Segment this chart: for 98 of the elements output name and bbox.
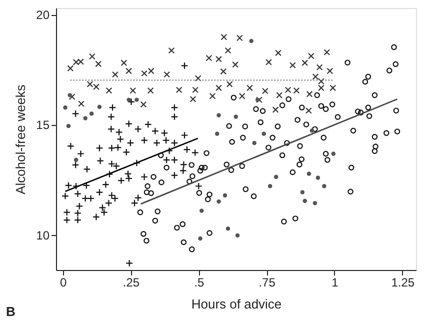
point [316,176,320,180]
point [256,96,262,104]
x-tick-label: .75 [258,276,276,290]
y-tick-label: 15 [36,118,50,132]
point [148,68,154,74]
point [68,94,76,100]
x-tick-label: .5 [194,276,204,290]
point [308,52,314,60]
point [289,62,296,68]
point [141,70,148,77]
point [209,92,216,100]
point [200,208,204,213]
point [305,107,312,114]
point [262,88,268,94]
point [268,184,272,188]
point [312,73,319,80]
point [262,132,266,136]
point [68,93,72,98]
point [216,56,222,62]
point [97,104,102,109]
point [302,198,307,203]
point [106,87,112,94]
point [198,236,202,241]
point [194,75,202,82]
point [226,80,233,88]
point [72,58,80,66]
point [89,112,94,116]
point [236,34,243,42]
point [324,49,330,56]
point [192,86,199,94]
point [220,34,228,40]
point [176,86,182,94]
point [235,233,240,238]
point [222,193,228,198]
point [78,58,84,65]
point [322,184,326,188]
point [216,113,221,118]
point [249,38,254,44]
point [74,158,78,162]
point [88,53,96,60]
x-tick-label: 0 [60,276,67,290]
y-axis-title: Alcohol-free weeks [13,84,28,194]
y-tick-label: 10 [36,228,50,242]
point [293,87,300,94]
point [63,105,68,110]
text: B [6,304,16,319]
point [246,84,253,92]
point [330,84,336,92]
point [306,172,312,176]
point [310,128,314,133]
point [78,100,84,107]
point [134,98,139,102]
point [206,54,212,62]
point [66,124,71,128]
point [275,50,282,56]
point [120,60,128,66]
point [326,68,334,74]
point [216,84,222,92]
point [232,61,239,68]
point [306,90,313,98]
point [312,200,318,206]
point [255,98,260,102]
point [224,47,232,54]
point [126,98,131,102]
point [126,68,132,74]
x-tick-label: 1 [332,276,339,290]
point [331,152,336,156]
point [214,132,220,136]
x-axis-title: Hours of advice [191,296,282,312]
point [234,114,238,119]
point [190,96,196,102]
point [300,190,305,194]
point [252,140,256,146]
point [168,47,175,54]
point [226,226,230,231]
x-tick-label: .25 [122,276,140,290]
point [112,71,118,78]
point [274,174,278,179]
point [93,84,100,90]
point [67,65,74,72]
point [266,58,272,66]
point [140,101,147,108]
y-tick-label: 20 [36,8,50,22]
x-tick-label: 1.25 [391,276,415,290]
point [238,92,246,100]
point [276,92,283,98]
point [220,68,227,75]
point [216,199,221,204]
point [272,106,279,113]
point [86,80,94,88]
point [164,71,170,78]
point [130,87,136,94]
point [95,60,102,68]
point [83,116,88,120]
point [316,64,323,70]
point [147,87,154,94]
point [284,86,292,94]
point [302,60,308,66]
